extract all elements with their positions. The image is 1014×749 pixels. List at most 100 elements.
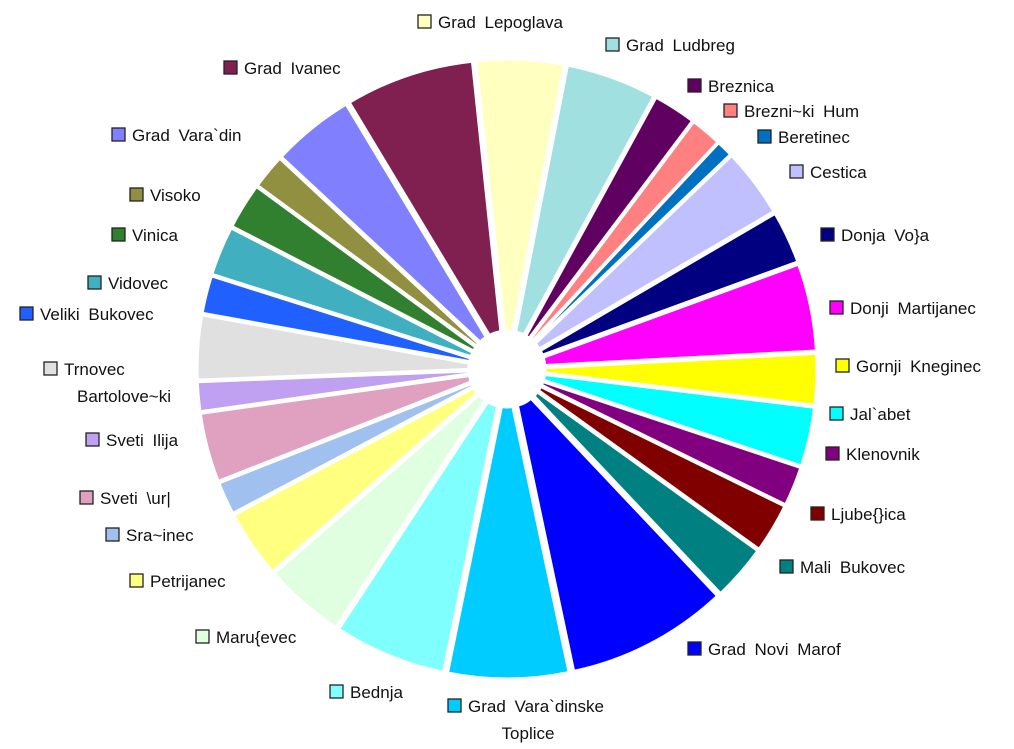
pie-slice-grad-vara-din	[278, 102, 489, 345]
legend-label: Beretinec	[778, 128, 850, 147]
legend-swatch	[105, 527, 120, 542]
legend-swatch	[79, 490, 94, 505]
pie-slice-ljube-ica	[536, 384, 787, 552]
legend-swatch	[825, 446, 840, 461]
legend-label: Bednja	[350, 683, 403, 702]
pie-slice-sra-inec	[216, 381, 476, 516]
legend-entry-vinica: Vinica	[111, 226, 179, 245]
legend-entry-grad-lepoglava: Grad Lepoglava	[417, 13, 564, 32]
legend-swatch	[19, 306, 34, 321]
legend-swatch	[111, 127, 126, 142]
legend-entry-grad-novi-marof: Grad Novi Marof	[687, 640, 841, 659]
legend-label: Brezni~ki Hum	[744, 102, 859, 121]
legend-entry-trnovec-bartolove-ki: Trnovec Bartolove~ki	[43, 360, 171, 406]
legend-label: Sveti Ilija	[106, 431, 179, 450]
legend-label: Petrijanec	[150, 572, 226, 591]
legend-swatch	[757, 129, 772, 144]
legend-swatch	[417, 14, 432, 29]
pie-slice-maru-evec	[271, 392, 488, 630]
legend-label: Grad Ivanec	[244, 59, 341, 78]
pie-slice-sveti-ilija	[195, 369, 471, 414]
legend-swatch	[111, 227, 126, 242]
legend-entry-veliki-bukovec: Veliki Bukovec	[19, 305, 154, 324]
legend-label: Mali Bukovec	[800, 558, 906, 577]
pie-slice-veliki-bukovec	[200, 273, 473, 364]
legend-swatch	[129, 573, 144, 588]
legend-label: Ljube{}ica	[831, 505, 906, 524]
legend-entry-beretinec: Beretinec	[757, 128, 850, 147]
legend-label: Maru{evec	[216, 628, 297, 647]
legend-swatch	[329, 684, 344, 699]
legend-label: Trnovec Bartolove~ki	[64, 360, 171, 406]
pie-slice-grad-ludbreg	[513, 63, 657, 338]
legend-label: Gornji Kneginec	[856, 357, 981, 376]
legend-entry-grad-vara-dinske-toplice: Grad Vara`dinske Toplice	[447, 697, 604, 743]
pie-slice-cestica	[533, 153, 777, 351]
legend-label: Grad Lepoglava	[438, 13, 564, 32]
legend-label: Vinica	[132, 226, 179, 245]
legend-entry-breznica: Breznica	[687, 77, 775, 96]
legend-label: Jal`abet	[850, 405, 911, 424]
legend-entry-donji-martijanec: Donji Martijanec	[829, 299, 976, 318]
legend-swatch	[605, 37, 620, 52]
legend-label: Sveti \ur|	[100, 489, 171, 508]
legend-swatch	[87, 275, 102, 290]
pie-slice-bednja	[336, 399, 500, 675]
legend-entry-jal-abet: Jal`abet	[829, 405, 911, 424]
legend-entry-mali-bukovec: Mali Bukovec	[779, 558, 906, 577]
legend-label: Klenovnik	[846, 445, 920, 464]
pie-slice-vidovec	[209, 225, 475, 359]
legend-entry-bednja: Bednja	[329, 683, 403, 702]
legend-label: Grad Vara`din	[132, 126, 242, 145]
pie-legend: Grad Lepoglava Grad Ludbreg Breznica Brezni…	[19, 13, 981, 743]
pie-slice-grad-lepoglava	[474, 57, 567, 334]
pie-slice-gornji-kneginec	[543, 351, 819, 407]
pie-slice-mali-bukovec	[531, 389, 761, 596]
pie-slice-sveti-ur	[198, 373, 474, 484]
legend-label: Sra~inec	[126, 526, 194, 545]
legend-entry-grad-ludbreg: Grad Ludbreg	[605, 36, 735, 55]
legend-swatch	[829, 300, 844, 315]
pie-slice-jal-abet	[541, 372, 817, 468]
legend-swatch	[789, 164, 804, 179]
legend-label: Donja Vo}a	[841, 226, 930, 245]
legend-entry-ljube-ica: Ljube{}ica	[810, 505, 906, 524]
legend-label: Breznica	[708, 77, 775, 96]
legend-entry-visoko: Visoko	[129, 186, 201, 205]
pie-slice-visoko	[255, 156, 481, 349]
legend-swatch	[687, 78, 702, 93]
pie-slice-grad-ivanec	[347, 59, 503, 338]
legend-entry-sveti-ilija: Sveti Ilija	[85, 431, 179, 450]
legend-label: Donji Martijanec	[850, 299, 976, 318]
legend-entry-petrijanec: Petrijanec	[129, 572, 226, 591]
legend-swatch	[447, 698, 462, 713]
legend-entry-sra-inec: Sra~inec	[105, 526, 194, 545]
legend-entry-vidovec: Vidovec	[87, 274, 169, 293]
legend-swatch	[129, 187, 144, 202]
legend-entry-cestica: Cestica	[789, 163, 867, 182]
legend-entry-maru-evec: Maru{evec	[195, 628, 297, 647]
legend-swatch	[829, 406, 844, 421]
legend-entry-klenovnik: Klenovnik	[825, 445, 920, 464]
legend-swatch	[43, 361, 58, 376]
legend-label: Vidovec	[108, 274, 169, 293]
legend-swatch	[810, 506, 825, 521]
legend-label: Visoko	[150, 186, 201, 205]
legend-swatch	[835, 358, 850, 373]
legend-entry-donja-vo-a: Donja Vo}a	[820, 226, 930, 245]
pie-center-hole	[475, 337, 539, 401]
legend-swatch	[779, 559, 794, 574]
legend-entry-brezni-ki-hum: Brezni~ki Hum	[723, 102, 859, 121]
legend-entry-grad-vara-din: Grad Vara`din	[111, 126, 242, 145]
legend-swatch	[195, 629, 210, 644]
legend-label: Veliki Bukovec	[40, 305, 154, 324]
legend-entry-gornji-kneginec: Gornji Kneginec	[835, 357, 981, 376]
legend-label: Grad Novi Marof	[708, 640, 841, 659]
legend-swatch	[687, 641, 702, 656]
legend-swatch	[85, 432, 100, 447]
legend-entry-grad-ivanec: Grad Ivanec	[223, 59, 341, 78]
legend-label: Grad Vara`dinske Toplice	[468, 697, 604, 743]
legend-label: Grad Ludbreg	[626, 36, 735, 55]
pie-slice-trnovec-bartolove-ki	[195, 313, 472, 382]
